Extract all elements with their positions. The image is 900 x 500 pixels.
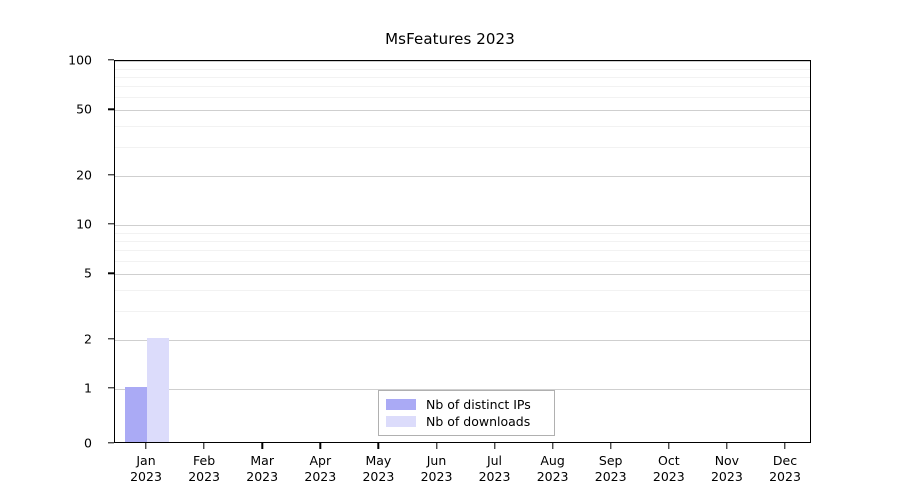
x-tick-label: Nov 2023: [711, 453, 743, 485]
x-tick-label-month: Nov: [714, 453, 740, 468]
y-tick-label: 2: [84, 331, 92, 347]
x-tick-label-month: Sep: [598, 453, 623, 468]
legend-item[interactable]: Nb of distinct IPs: [386, 396, 546, 413]
x-tick-label-month: Aug: [540, 453, 565, 468]
x-tick-label: Aug 2023: [537, 453, 569, 485]
gridline-major: [115, 175, 810, 177]
gridline-minor: [115, 146, 810, 148]
x-tick-mark: [668, 443, 670, 449]
gridline-minor: [115, 68, 810, 70]
bars-layer: [115, 61, 810, 442]
y-tick-mark: [108, 108, 114, 111]
y-tick-mark: [108, 223, 114, 225]
y-tick-mark: [108, 173, 114, 176]
gridline-minor: [115, 126, 810, 128]
y-tick-mark: [108, 272, 114, 275]
x-tick-label-month: Feb: [193, 453, 216, 468]
y-tick-mark: [108, 387, 114, 389]
gridline-major: [115, 274, 810, 276]
gridline-minor: [115, 240, 810, 242]
x-tick-label-month: Mar: [250, 453, 274, 468]
chart-legend: Nb of distinct IPs Nb of downloads: [378, 390, 555, 436]
x-tick-label-year: 2023: [246, 469, 279, 484]
legend-label-downloads: Nb of downloads: [426, 414, 531, 429]
gridline-major: [115, 389, 810, 390]
x-tick-label-year: 2023: [710, 469, 743, 484]
x-tick-mark: [145, 443, 147, 449]
x-tick-label-year: 2023: [536, 469, 569, 484]
x-tick-mark: [609, 443, 612, 449]
gridline-minor: [115, 290, 810, 292]
y-tick-label: 20: [76, 167, 92, 183]
x-tick-label: Jun 2023: [421, 453, 453, 485]
y-tick-label: 1: [84, 380, 92, 396]
gridline-major: [115, 110, 810, 112]
legend-swatch-downloads: [386, 416, 416, 427]
gridline-minor: [115, 76, 810, 78]
x-tick-label-year: 2023: [130, 469, 162, 484]
x-tick-label: Oct 2023: [653, 453, 685, 485]
x-tick-mark: [493, 443, 496, 449]
x-tick-mark: [377, 443, 380, 449]
x-tick-label: Dec 2023: [769, 453, 801, 485]
y-tick-label: 50: [76, 101, 92, 117]
x-tick-label: May 2023: [362, 453, 394, 485]
x-tick-mark: [435, 443, 438, 449]
x-tick-label: Sep 2023: [595, 453, 627, 485]
x-tick-label-month: Jul: [486, 453, 503, 468]
gridline-minor: [115, 232, 810, 234]
x-tick-label-year: 2023: [188, 469, 220, 484]
chart-title: MsFeatures 2023: [385, 30, 515, 48]
x-tick-mark: [726, 443, 728, 449]
x-tick-label-year: 2023: [594, 469, 627, 484]
x-tick-label-year: 2023: [304, 469, 337, 484]
y-tick-label: 10: [76, 216, 92, 232]
y-tick-mark: [108, 59, 114, 61]
y-tick-mark: [108, 442, 114, 444]
x-tick-mark: [784, 443, 786, 449]
x-axis: Jan 2023 Feb 2023 Mar 2023 Apr 2023 May 2023 Jun 20…: [114, 443, 811, 500]
y-tick-mark: [108, 337, 114, 340]
x-tick-label-month: Oct: [657, 453, 680, 468]
x-tick-mark: [551, 443, 554, 449]
x-tick-label-month: May: [365, 453, 392, 468]
gridline-major: [115, 61, 810, 62]
gridline-minor: [115, 310, 810, 312]
x-tick-label-month: Jun: [426, 453, 447, 468]
gridline-minor: [115, 261, 810, 263]
x-tick-label: Mar 2023: [246, 453, 278, 485]
legend-item[interactable]: Nb of downloads: [386, 413, 546, 430]
x-tick-mark: [319, 443, 321, 449]
x-tick-mark: [203, 443, 205, 449]
x-tick-mark: [261, 443, 263, 449]
bar-nb-of-downloads: [147, 337, 169, 442]
x-tick-label-year: 2023: [362, 469, 395, 484]
x-tick-label: Jan 2023: [130, 453, 162, 485]
x-tick-label: Feb 2023: [188, 453, 220, 485]
gridline-minor: [115, 97, 810, 99]
gridline-major: [115, 339, 810, 341]
y-tick-label: 0: [84, 435, 92, 451]
x-tick-label-month: Dec: [772, 453, 798, 468]
x-tick-label-month: Apr: [309, 453, 332, 468]
legend-label-distinct-ips: Nb of distinct IPs: [426, 397, 531, 412]
gridline-minor: [115, 250, 810, 252]
plot-area: [114, 60, 811, 443]
x-tick-label-month: Jan: [136, 453, 156, 468]
x-tick-label: Apr 2023: [304, 453, 336, 485]
gridline-minor: [115, 86, 810, 88]
gridline-major: [115, 225, 810, 226]
y-axis: 0 1 2 5 10 20 50 100: [0, 53, 114, 451]
x-tick-label-year: 2023: [652, 469, 685, 484]
y-tick-label: 100: [68, 52, 92, 68]
bar-nb-of-distinct-ips: [125, 387, 147, 442]
x-tick-label-year: 2023: [769, 469, 801, 484]
x-tick-label: Jul 2023: [479, 453, 511, 485]
x-tick-label-year: 2023: [420, 469, 453, 484]
x-tick-label-year: 2023: [478, 469, 511, 484]
y-tick-label: 5: [84, 265, 92, 281]
legend-swatch-distinct-ips: [386, 399, 416, 410]
